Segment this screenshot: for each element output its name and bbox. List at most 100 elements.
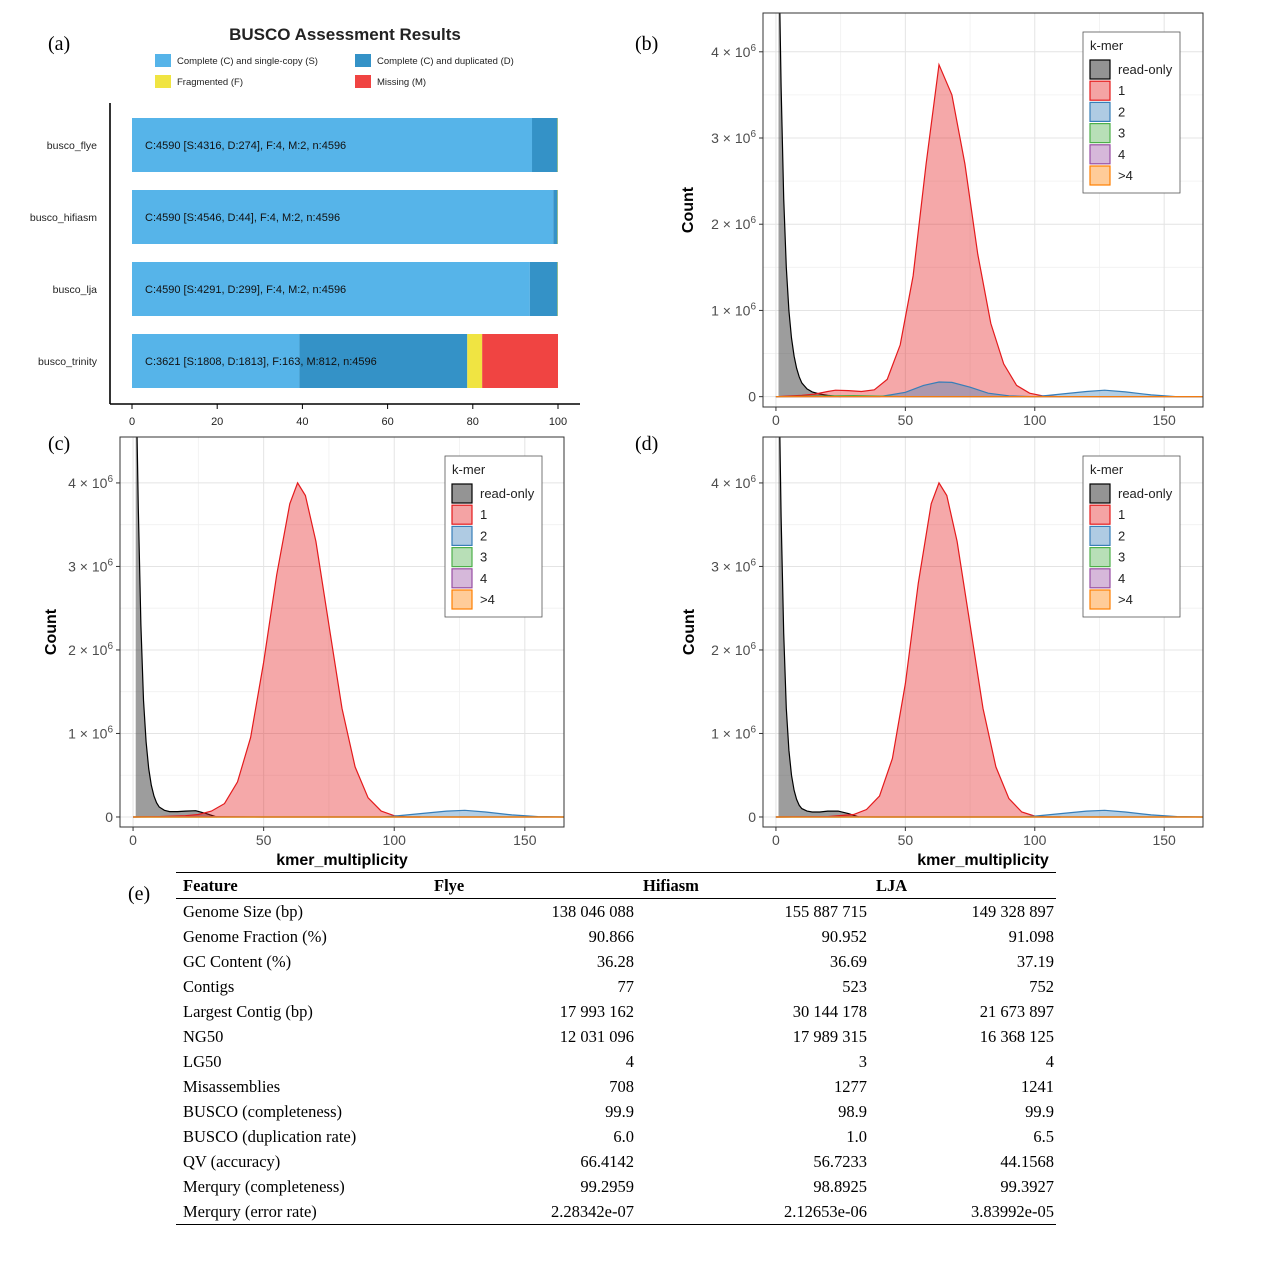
y-tick-base: 3 × 10 bbox=[68, 558, 108, 574]
series-line-1 bbox=[133, 481, 421, 818]
table-cell-value: 4 bbox=[625, 1051, 634, 1071]
y-tick-exp: 6 bbox=[750, 215, 756, 226]
x-tick-label: 60 bbox=[381, 416, 393, 428]
category-label: busco_lja bbox=[53, 284, 98, 296]
y-tick-exp: 6 bbox=[107, 724, 113, 735]
table-cell-value: 99.3927 bbox=[1000, 1176, 1054, 1196]
category-label: busco_trinity bbox=[38, 356, 98, 368]
legend-key bbox=[1089, 589, 1111, 610]
legend-label: 1 bbox=[480, 507, 487, 522]
y-tick-exp: 6 bbox=[750, 301, 756, 312]
x-tick-label: 0 bbox=[129, 832, 137, 848]
x-tick-label: 150 bbox=[1152, 832, 1176, 848]
x-tick-label: 100 bbox=[549, 416, 567, 428]
legend-key bbox=[1089, 525, 1111, 547]
legend-key bbox=[1089, 483, 1111, 504]
legend-key bbox=[1089, 546, 1111, 568]
table-cell-value: 99.2959 bbox=[580, 1176, 634, 1196]
legend-label: 2 bbox=[1118, 528, 1125, 543]
x-tick-label: 50 bbox=[256, 832, 272, 848]
busco-chart: BUSCO Assessment Results Complete (C) and… bbox=[30, 25, 580, 428]
table-cell-feature: Misassemblies bbox=[183, 1076, 281, 1096]
y-tick-exp: 6 bbox=[750, 43, 756, 54]
x-tick-label: 0 bbox=[772, 412, 780, 428]
table-cell-value: 30 144 178 bbox=[792, 1001, 867, 1021]
x-tick-label: 100 bbox=[1023, 412, 1047, 428]
y-tick-label: 1 × 106 bbox=[711, 301, 756, 318]
y-tick-label: 1 × 106 bbox=[711, 724, 756, 741]
y-tick-exp: 6 bbox=[750, 129, 756, 140]
bar-segment bbox=[529, 262, 558, 316]
table-cell-value: 4 bbox=[1045, 1051, 1054, 1071]
table-row: LG50 4 3 4 bbox=[176, 1049, 1056, 1074]
series-group bbox=[133, 437, 564, 818]
x-tick-label: 20 bbox=[211, 416, 223, 428]
x-tick-label: 0 bbox=[772, 832, 780, 848]
y-tick-label: 3 × 106 bbox=[711, 557, 756, 574]
table-cell-value: 6.5 bbox=[1033, 1126, 1054, 1146]
y-tick-base: 4 × 10 bbox=[711, 44, 751, 60]
table-cell-feature: Largest Contig (bp) bbox=[183, 1001, 313, 1021]
y-axis-title: Count bbox=[680, 186, 697, 233]
series-line-read-only bbox=[136, 437, 217, 818]
y-tick-label: 2 × 106 bbox=[68, 641, 113, 658]
table-row: Merqury (error rate) 2.28342e-07 2.12653e-… bbox=[176, 1199, 1056, 1225]
x-axis-title: kmer_multiplicity bbox=[917, 852, 1049, 869]
table-cell-value: 17 993 162 bbox=[559, 1001, 634, 1021]
legend-key bbox=[451, 589, 473, 610]
table-cell-value: 12 031 096 bbox=[559, 1026, 634, 1046]
header-lja: LJA bbox=[869, 872, 1056, 899]
y-tick-base: 1 × 10 bbox=[68, 725, 108, 741]
y-tick-exp: 6 bbox=[107, 641, 113, 652]
x-tick-label: 100 bbox=[1023, 832, 1047, 848]
bar-segment bbox=[482, 334, 558, 388]
legend-label: >4 bbox=[480, 592, 495, 607]
legend-label: 1 bbox=[1118, 507, 1125, 522]
panel-label-b: (b) bbox=[635, 33, 658, 55]
y-tick-exp: 6 bbox=[750, 557, 756, 568]
table-cell-feature: LG50 bbox=[183, 1051, 222, 1071]
series-line-1 bbox=[775, 481, 1061, 818]
y-axis-title: Count bbox=[681, 608, 698, 655]
bar-label: C:4590 [S:4291, D:299], F:4, M:2, n:4596 bbox=[145, 284, 346, 296]
legend-key bbox=[1089, 144, 1111, 165]
table-row: Genome Fraction (%) 90.866 90.952 91.098 bbox=[176, 924, 1056, 949]
bar-segment bbox=[467, 334, 483, 388]
table-row: NG50 12 031 096 17 989 315 16 368 125 bbox=[176, 1024, 1056, 1049]
panel-label-a: (a) bbox=[48, 33, 70, 55]
y-tick-label: 1 × 106 bbox=[68, 724, 113, 741]
series-area-2 bbox=[775, 810, 1203, 817]
legend-label: read-only bbox=[1118, 486, 1173, 501]
legend-key bbox=[451, 568, 473, 589]
table-cell-feature: Genome Fraction (%) bbox=[183, 926, 327, 946]
plot-border bbox=[762, 12, 1204, 408]
y-tick-exp: 6 bbox=[107, 557, 113, 568]
y-tick-label: 3 × 106 bbox=[68, 557, 113, 574]
table-cell-value: 36.69 bbox=[829, 951, 867, 971]
y-tick-label: 2 × 106 bbox=[711, 215, 756, 232]
legend-label: >4 bbox=[1118, 592, 1133, 607]
figure-canvas: (a) (b) (c) (d) BUSCO Assessment Results Comp… bbox=[30, 12, 1204, 869]
legend-swatch bbox=[355, 75, 371, 88]
y-tick-label: 2 × 106 bbox=[711, 641, 756, 658]
table-cell-value: 17 989 315 bbox=[792, 1026, 867, 1046]
table-cell-value: 138 046 088 bbox=[551, 901, 635, 921]
legend-label: 3 bbox=[1118, 550, 1125, 565]
legend-title: k-mer bbox=[1090, 462, 1124, 477]
y-tick-label: 0 bbox=[748, 389, 756, 405]
table-cell-value: 155 887 715 bbox=[784, 901, 868, 921]
table-cell-value: 56.7233 bbox=[813, 1151, 867, 1171]
bar-segment bbox=[132, 118, 533, 172]
table-cell-feature: Genome Size (bp) bbox=[183, 901, 304, 921]
table-row: Genome Size (bp) 138 046 088 155 887 715 14… bbox=[176, 899, 1056, 925]
legend-title: k-mer bbox=[1090, 38, 1124, 53]
bar-label: C:4590 [S:4546, D:44], F:4, M:2, n:4596 bbox=[145, 212, 340, 224]
table-row: QV (accuracy) 66.4142 56.7233 44.1568 bbox=[176, 1149, 1056, 1174]
bar-label: C:3621 [S:1808, D:1813], F:163, M:812, n… bbox=[145, 356, 377, 368]
table-cell-feature: QV (accuracy) bbox=[183, 1151, 281, 1171]
table-cell-value: 1.0 bbox=[846, 1126, 867, 1146]
series-area-2 bbox=[775, 382, 1203, 397]
plot-border bbox=[762, 436, 1204, 828]
legend-label: 4 bbox=[1118, 147, 1125, 162]
